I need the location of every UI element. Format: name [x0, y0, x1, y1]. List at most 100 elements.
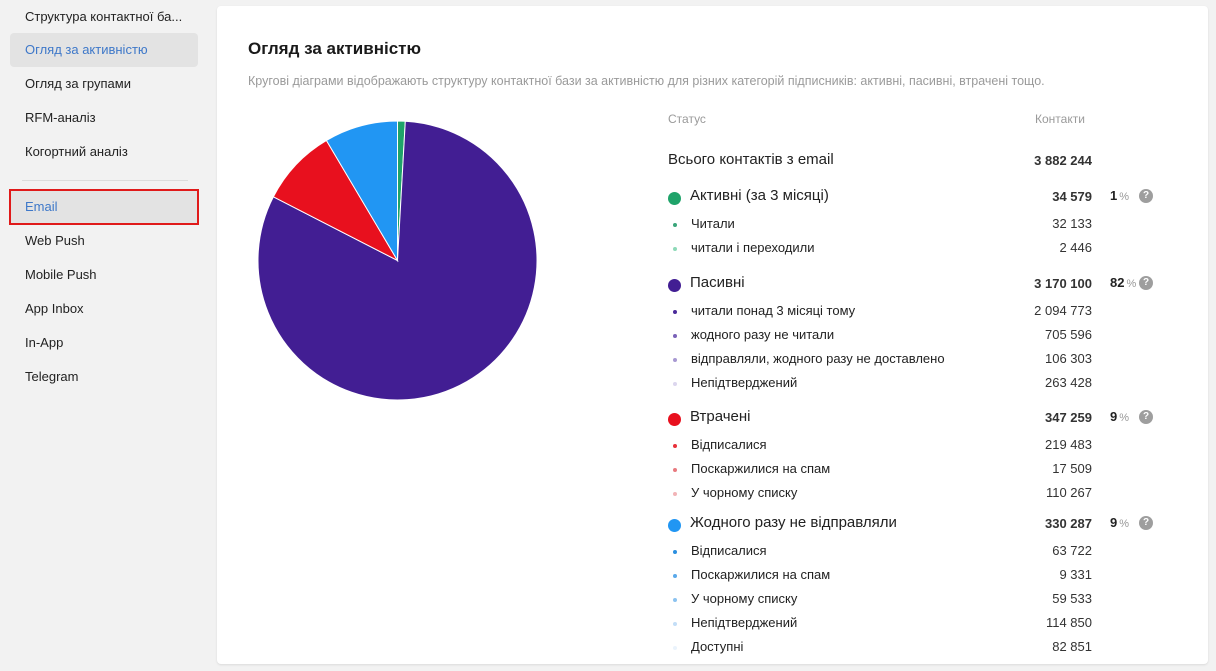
- status-group-percent: 9%: [1110, 409, 1129, 424]
- percent-sign: %: [1119, 518, 1130, 530]
- status-sub-row: жодного разу не читали 705 596: [668, 325, 1168, 349]
- status-group-value: 347 259: [1045, 410, 1092, 425]
- status-sub-dot: [673, 574, 677, 578]
- status-sub-value: 63 722: [1052, 543, 1092, 558]
- page-description: Кругові діаграми відображають структуру …: [248, 74, 1045, 88]
- status-color-dot: [668, 279, 681, 292]
- status-sub-row: Відписалися 63 722: [668, 541, 1168, 565]
- sidebar-item-contact-structure[interactable]: Структура контактної ба...: [25, 9, 183, 24]
- status-sub-label: У чорному списку: [691, 591, 798, 606]
- status-sub-row: У чорному списку 110 267: [668, 483, 1168, 507]
- total-row: Всього контактів з email 3 882 244: [668, 151, 1168, 175]
- status-sub-row: Непідтверджений 263 428: [668, 373, 1168, 397]
- status-sub-label: Відписалися: [691, 437, 767, 452]
- status-group-label: Жодного разу не відправляли: [690, 514, 897, 531]
- status-group-label: Пасивні: [690, 274, 745, 291]
- status-group-label: Активні (за 3 місяці): [690, 187, 829, 204]
- status-group-percent: 1%: [1110, 188, 1129, 203]
- help-icon[interactable]: ?: [1139, 516, 1153, 530]
- percent-sign: %: [1119, 412, 1130, 424]
- status-sub-value: 106 303: [1045, 351, 1092, 366]
- status-sub-value: 263 428: [1045, 375, 1092, 390]
- percent-value: 9: [1110, 515, 1118, 530]
- activity-overview-card: Огляд за активністю Кругові діаграми від…: [217, 6, 1208, 664]
- status-group-value: 34 579: [1052, 189, 1092, 204]
- status-sub-row: читали понад 3 місяці тому 2 094 773: [668, 301, 1168, 325]
- status-color-dot: [668, 519, 681, 532]
- status-sub-value: 32 133: [1052, 216, 1092, 231]
- sidebar-item-groups-overview[interactable]: Огляд за групами: [25, 76, 131, 91]
- status-sub-dot: [673, 492, 677, 496]
- status-group-row: Втрачені 347 259 9%?: [668, 408, 1168, 432]
- contacts-column-header: Контакти: [1035, 112, 1085, 126]
- help-icon[interactable]: ?: [1139, 189, 1153, 203]
- sidebar-item-email[interactable]: Email: [9, 189, 199, 225]
- sidebar-item-activity-overview[interactable]: Огляд за активністю: [10, 33, 198, 67]
- status-sub-row: відправляли, жодного разу не доставлено 1…: [668, 349, 1168, 373]
- status-sub-row: Непідтверджений 114 850: [668, 613, 1168, 637]
- sidebar: Структура контактної ба... Огляд за актив…: [0, 0, 206, 671]
- page-title: Огляд за активністю: [248, 39, 421, 58]
- status-sub-dot: [673, 334, 677, 338]
- percent-value: 82: [1110, 275, 1125, 290]
- status-sub-dot: [673, 310, 677, 314]
- status-group-row: Жодного разу не відправляли 330 287 9%?: [668, 514, 1168, 538]
- status-column-header: Статус: [668, 112, 706, 126]
- sidebar-item-mobile-push[interactable]: Mobile Push: [25, 267, 97, 282]
- percent-sign: %: [1126, 278, 1137, 290]
- status-sub-value: 9 331: [1059, 567, 1092, 582]
- status-sub-value: 705 596: [1045, 327, 1092, 342]
- sidebar-item-telegram[interactable]: Telegram: [25, 369, 79, 384]
- status-sub-label: жодного разу не читали: [691, 327, 835, 342]
- sidebar-item-web-push[interactable]: Web Push: [25, 233, 85, 248]
- status-sub-label: Відписалися: [691, 543, 767, 558]
- status-sub-dot: [673, 550, 677, 554]
- sidebar-item-app-inbox[interactable]: App Inbox: [25, 301, 84, 316]
- status-sub-label: відправляли, жодного разу не доставлено: [691, 351, 945, 366]
- status-sub-dot: [673, 622, 677, 626]
- status-sub-dot: [673, 358, 677, 362]
- percent-sign: %: [1119, 191, 1130, 203]
- status-sub-value: 2 446: [1059, 240, 1092, 255]
- sidebar-item-rfm[interactable]: RFM-аналіз: [25, 110, 96, 125]
- status-group-row: Пасивні 3 170 100 82%?: [668, 274, 1168, 298]
- status-sub-label: Непідтверджений: [691, 615, 798, 630]
- status-sub-value: 82 851: [1052, 639, 1092, 654]
- status-sub-value: 110 267: [1045, 485, 1092, 500]
- status-sub-dot: [673, 382, 677, 386]
- status-sub-label: Поскаржилися на спам: [691, 461, 831, 476]
- status-sub-label: Доступні: [691, 639, 744, 654]
- status-color-dot: [668, 192, 681, 205]
- status-group-row: Активні (за 3 місяці) 34 579 1%?: [668, 187, 1168, 211]
- status-sub-dot: [673, 223, 677, 227]
- total-label: Всього контактів з email: [668, 151, 834, 168]
- status-sub-dot: [673, 646, 677, 650]
- sidebar-item-cohort[interactable]: Когортний аналіз: [25, 144, 128, 159]
- status-sub-label: Непідтверджений: [691, 375, 798, 390]
- help-icon[interactable]: ?: [1139, 276, 1153, 290]
- status-sub-row: Відписалися 219 483: [668, 435, 1168, 459]
- status-sub-value: 114 850: [1045, 615, 1092, 630]
- status-sub-row: Поскаржилися на спам 9 331: [668, 565, 1168, 589]
- status-sub-dot: [673, 598, 677, 602]
- help-icon[interactable]: ?: [1139, 410, 1153, 424]
- status-group-value: 330 287: [1045, 516, 1092, 531]
- status-sub-label: Читали: [691, 216, 735, 231]
- status-sub-value: 219 483: [1045, 437, 1092, 452]
- status-sub-dot: [673, 247, 677, 251]
- percent-value: 9: [1110, 409, 1118, 424]
- activity-pie-chart: [257, 120, 538, 401]
- pie-slice-3[interactable]: [325, 120, 398, 263]
- status-sub-label: У чорному списку: [691, 485, 798, 500]
- status-sub-row: У чорному списку 59 533: [668, 589, 1168, 613]
- status-sub-dot: [673, 468, 677, 472]
- status-group-label: Втрачені: [690, 408, 751, 425]
- status-color-dot: [668, 413, 681, 426]
- status-sub-dot: [673, 444, 677, 448]
- status-sub-label: читали понад 3 місяці тому: [691, 303, 856, 318]
- sidebar-item-in-app[interactable]: In-App: [25, 335, 64, 350]
- status-group-percent: 82%: [1110, 275, 1136, 290]
- status-sub-row: Доступні 82 851: [668, 637, 1168, 661]
- status-sub-value: 17 509: [1052, 461, 1092, 476]
- status-sub-label: Поскаржилися на спам: [691, 567, 831, 582]
